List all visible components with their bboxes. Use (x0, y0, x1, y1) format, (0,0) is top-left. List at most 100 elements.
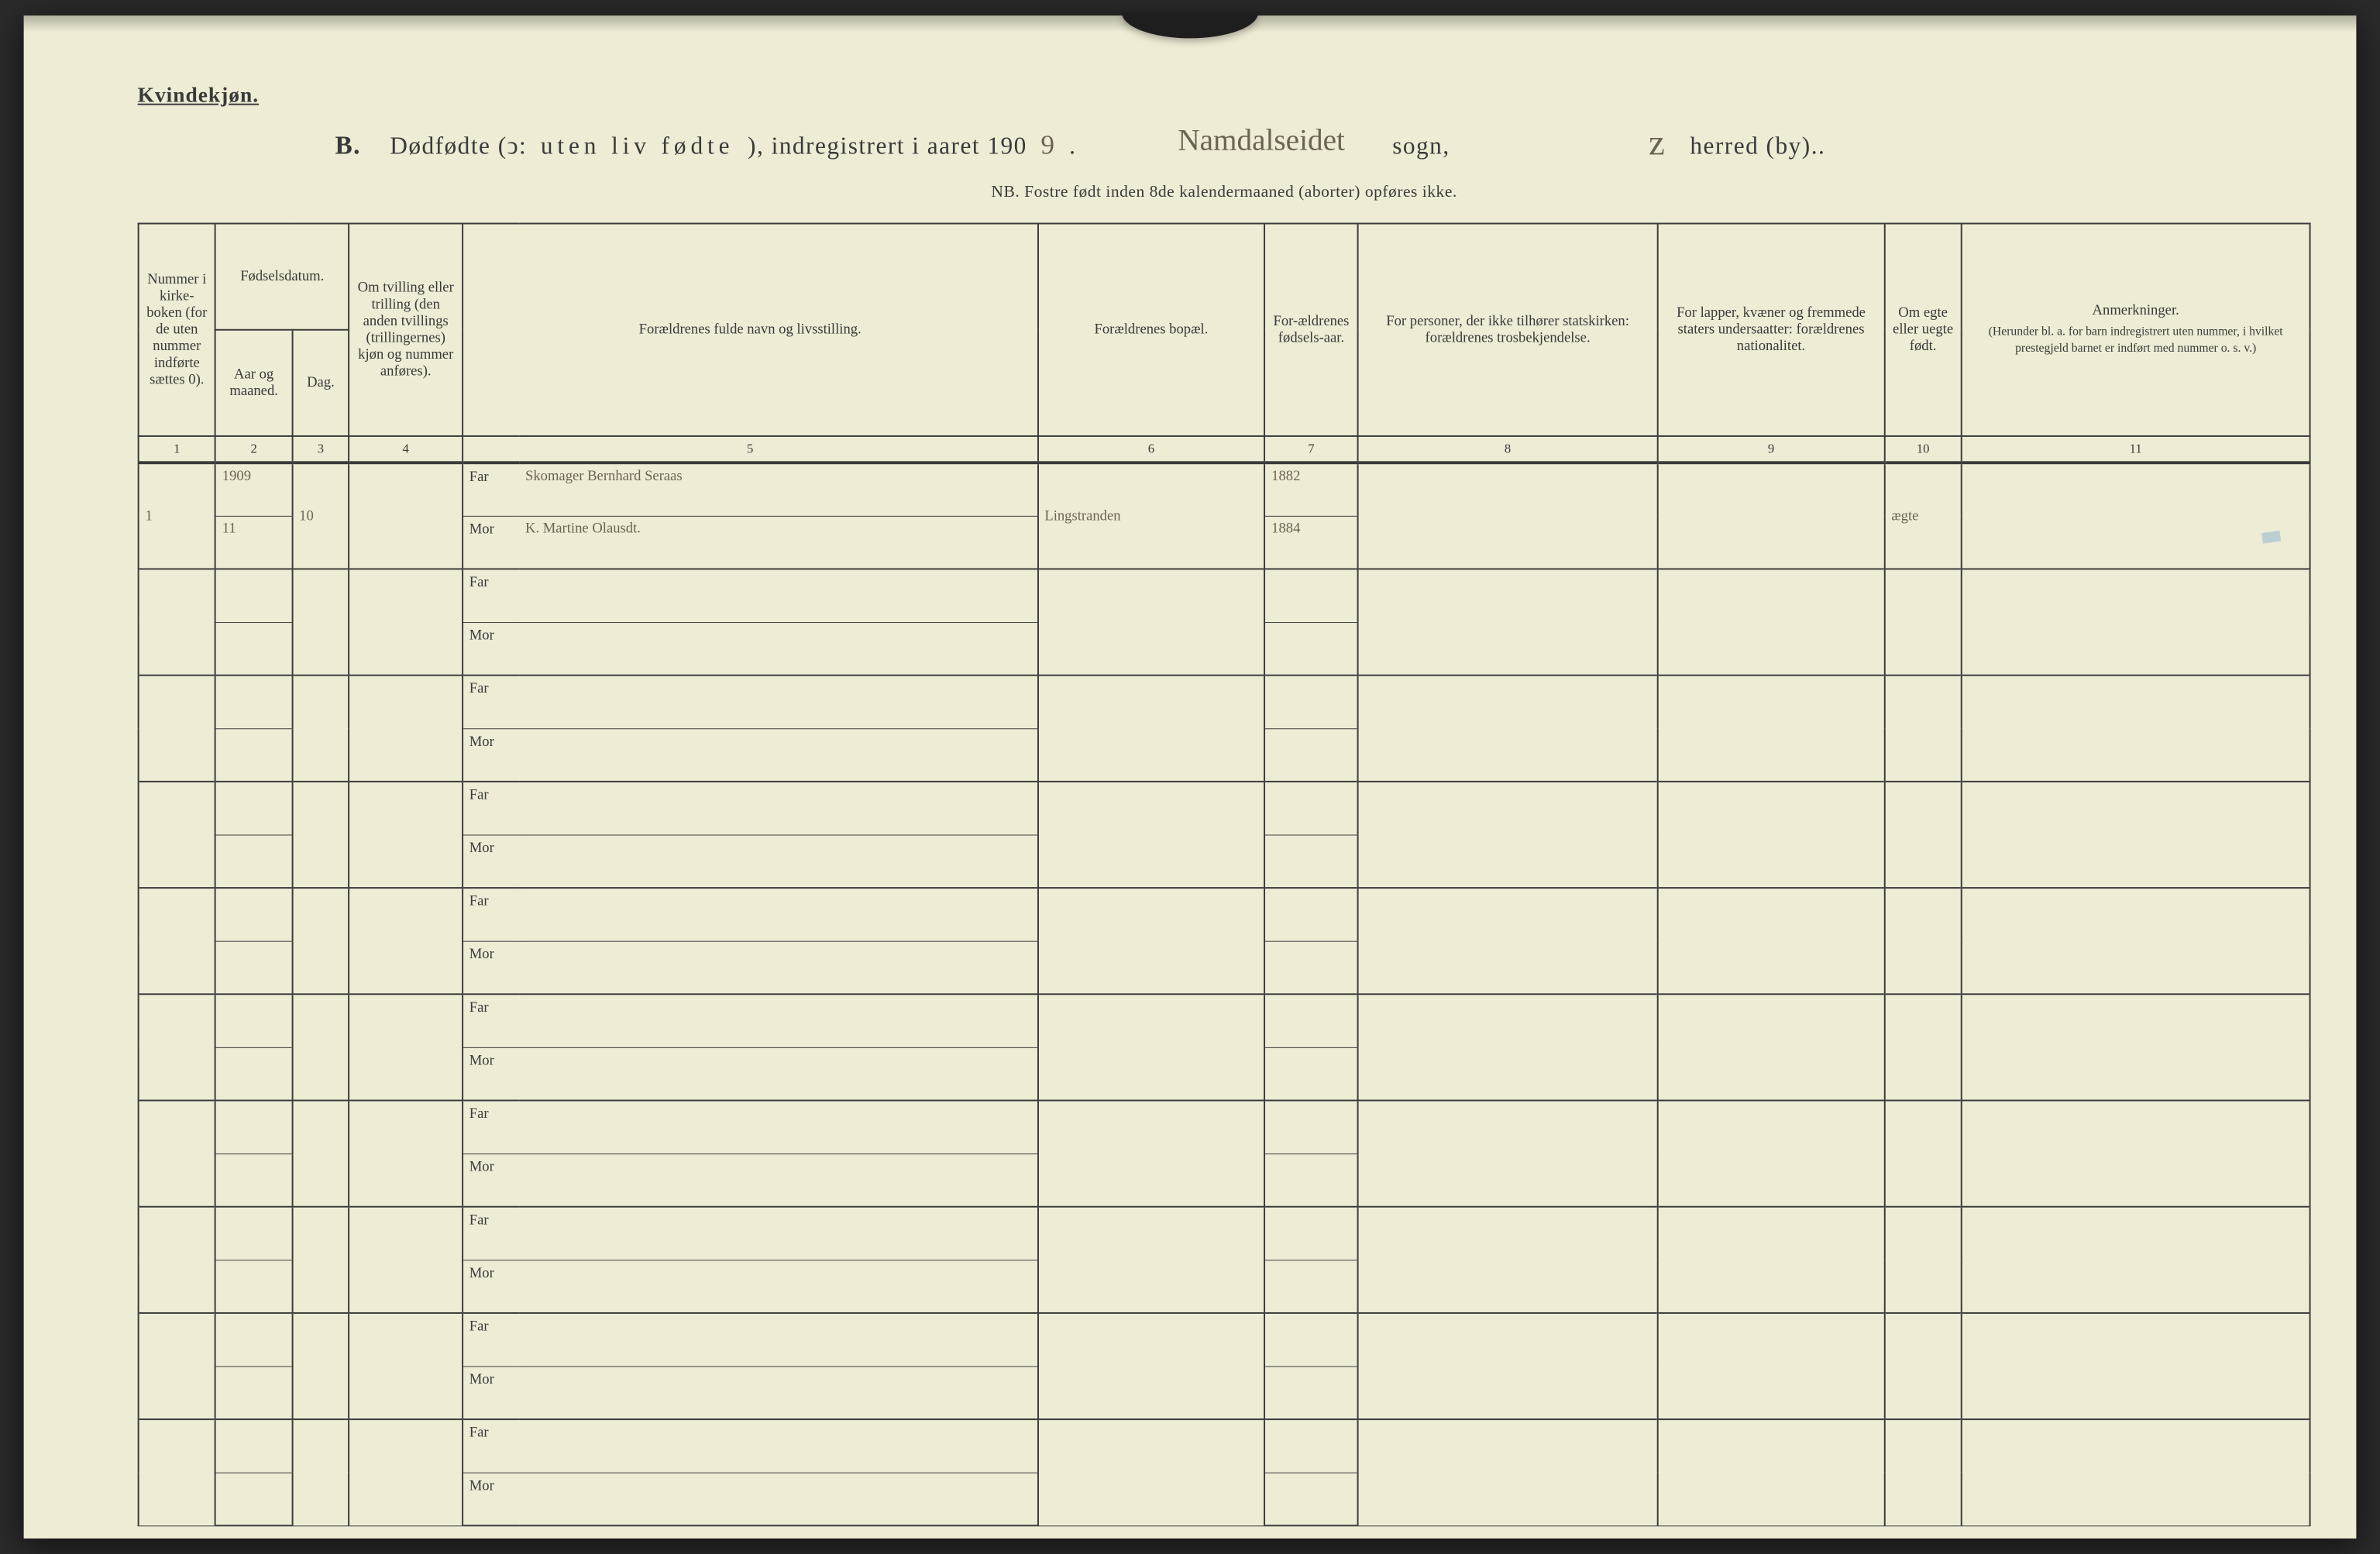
cell-year-bottom (215, 941, 292, 995)
cell-tros (1358, 676, 1658, 782)
far-label: Far (463, 782, 519, 835)
col-header-4: Om tvilling eller trilling (den anden tv… (349, 224, 463, 436)
cell-twin (349, 1101, 463, 1207)
cell-mor (519, 1047, 1037, 1101)
cell-faar-far (1264, 782, 1357, 835)
cell-egte (1884, 1313, 1961, 1419)
col-num-8: 8 (1358, 436, 1658, 462)
cell-year-top (215, 569, 292, 622)
col-header-11-sub: (Herunder bl. a. for barn indregistrert … (1969, 324, 2303, 356)
cell-year-top (215, 994, 292, 1047)
far-label: Far (463, 1419, 519, 1473)
far-label: Far (463, 569, 519, 622)
cell-tros (1358, 462, 1658, 569)
cell-num (139, 1313, 215, 1419)
far-label: Far (463, 462, 519, 516)
cell-day (292, 994, 349, 1100)
cell-faar-mor (1264, 622, 1357, 676)
cell-anm (1962, 782, 2310, 888)
cell-twin (349, 569, 463, 675)
gender-label: Kvindekjøn. (138, 84, 2311, 108)
cell-twin (349, 994, 463, 1100)
table-row: Far (139, 1207, 2310, 1260)
mor-label: Mor (463, 1047, 519, 1101)
cell-faar-mor (1264, 1260, 1357, 1313)
cell-faar-mor (1264, 1047, 1357, 1101)
cell-egte (1884, 569, 1961, 675)
cell-tros (1358, 569, 1658, 675)
cell-faar-far (1264, 1101, 1357, 1154)
col-header-7: For-ældrenes fødsels-aar. (1264, 224, 1357, 436)
table-head: Nummer i kirke-boken (for de uten nummer… (139, 224, 2310, 463)
cell-tros (1358, 994, 1658, 1100)
cell-mor (519, 1367, 1037, 1420)
far-label: Far (463, 1313, 519, 1367)
cell-year-bottom (215, 1047, 292, 1101)
cell-egte (1884, 1101, 1961, 1207)
col-num-2: 2 (215, 436, 292, 462)
cell-far (519, 676, 1037, 729)
mor-label: Mor (463, 1367, 519, 1420)
year-digit-hand: 9 (1040, 131, 1055, 158)
title-after-year: . (1069, 132, 1076, 160)
cell-far (519, 1207, 1037, 1260)
cell-anm (1962, 1313, 2310, 1419)
table-row: 1 1909 10 Far Skomager Bernhard Seraas L… (139, 462, 2310, 516)
cell-egte (1884, 676, 1961, 782)
mor-label: Mor (463, 941, 519, 995)
cell-twin (349, 782, 463, 888)
table-row: Far (139, 1313, 2310, 1367)
cell-far: Skomager Bernhard Seraas (519, 462, 1037, 516)
cell-mor (519, 1260, 1037, 1313)
cell-year-top: 1909 (215, 462, 292, 516)
far-label: Far (463, 1207, 519, 1260)
cell-day: 10 (292, 462, 349, 569)
col-header-2: Aar og maaned. (215, 330, 292, 436)
cell-faar-far (1264, 888, 1357, 941)
cell-faar-mor (1264, 728, 1357, 782)
col-header-11-main: Anmerkninger. (2093, 303, 2179, 319)
cell-twin (349, 1313, 463, 1419)
cell-far (519, 1419, 1037, 1473)
cell-twin (349, 676, 463, 782)
cell-year-top (215, 1207, 292, 1260)
cell-day (292, 1313, 349, 1419)
col-header-10: Om egte eller uegte født. (1884, 224, 1961, 436)
col-header-1: Nummer i kirke-boken (for de uten nummer… (139, 224, 215, 436)
cell-faar-mor (1264, 1367, 1357, 1420)
cell-far (519, 1101, 1037, 1154)
cell-far (519, 782, 1037, 835)
cell-tros (1358, 1313, 1658, 1419)
cell-day (292, 1101, 349, 1207)
col-num-11: 11 (1962, 436, 2310, 462)
cell-bopal (1037, 1313, 1264, 1419)
cell-twin (349, 888, 463, 994)
herred-word: herred (by).. (1690, 132, 1825, 160)
cell-faar-far (1264, 1313, 1357, 1367)
table-row: Far (139, 782, 2310, 835)
cell-year-bottom (215, 728, 292, 782)
col-num-3: 3 (292, 436, 349, 462)
cell-tros (1358, 782, 1658, 888)
cell-day (292, 569, 349, 675)
far-label: Far (463, 888, 519, 941)
cell-bopal: Lingstranden (1037, 462, 1264, 569)
cell-day (292, 782, 349, 888)
cell-bopal (1037, 888, 1264, 994)
binding-notch (1122, 12, 1258, 38)
table-row: Far (139, 994, 2310, 1047)
cell-year-bottom (215, 834, 292, 888)
title-letter: B. (335, 132, 361, 160)
cell-mor (519, 728, 1037, 782)
col-header-11: Anmerkninger. (Herunder bl. a. for barn … (1962, 224, 2310, 436)
cell-year-bottom (215, 1260, 292, 1313)
table-row: Far (139, 569, 2310, 622)
col-header-3: Dag. (292, 330, 349, 436)
title-suffix: ), indregistrert i aaret 190 (748, 132, 1027, 160)
cell-day (292, 1207, 349, 1313)
cell-bopal (1037, 1101, 1264, 1207)
cell-egte (1884, 888, 1961, 994)
paper-background: Kvindekjøn. B. Dødfødte (ↄ: uten liv fød… (24, 15, 2357, 1539)
cell-anm (1962, 569, 2310, 675)
cell-faar-far (1264, 569, 1357, 622)
